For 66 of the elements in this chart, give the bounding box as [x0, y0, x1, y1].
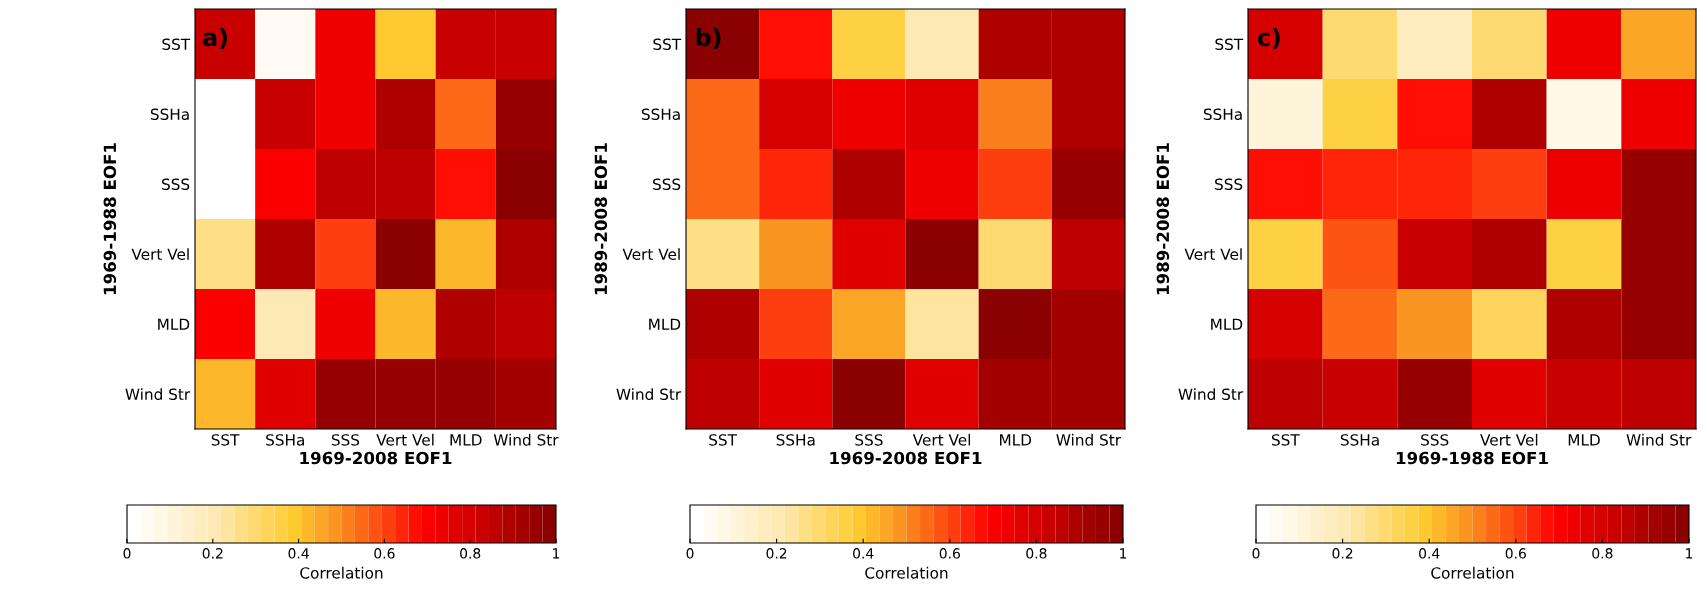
color-bar-label: 0.8	[1592, 548, 1613, 559]
annotation: c)	[1257, 27, 1280, 49]
x-tick-label: Vert Vel	[1480, 433, 1538, 446]
y-tick-label: MLD	[649, 318, 681, 330]
x-tick-label: Wind Str	[493, 433, 559, 446]
color-bar-label: 0.4	[1419, 548, 1440, 559]
y-tick-label: SSHa	[641, 108, 680, 121]
x-tick-label: SSHa	[776, 434, 815, 446]
color-bar-label: 0.6	[939, 548, 960, 559]
color-bar-label: 1	[1686, 548, 1693, 559]
y-tick-label: Wind Str	[616, 388, 682, 401]
color-bar-title: Correlation	[300, 566, 383, 579]
x-tick-label: SSHa	[1340, 434, 1379, 446]
x-tick-label: SSHa	[266, 434, 304, 446]
y-tick-label: MLD	[158, 318, 190, 330]
y-tick-label: Vert Vel	[131, 248, 189, 261]
color-bar-label: 0.6	[1505, 548, 1526, 559]
color-bar-label: 0	[123, 548, 131, 559]
y-axis-title: 1969-1988 EOF1	[103, 143, 117, 295]
x-axis-title: 1969-2008 EOF1	[300, 451, 452, 465]
x-tick-label: MLD	[1568, 434, 1600, 446]
y-tick-label: Wind Str	[125, 388, 191, 401]
color-bar-label: 1	[1120, 548, 1127, 559]
y-tick-label: SST	[653, 38, 682, 51]
color-bar-label: 0.2	[1332, 548, 1353, 559]
color-bar-label: 0	[686, 548, 694, 559]
color-bar-label: 0.2	[202, 548, 223, 559]
color-bar-label: 0.2	[766, 548, 787, 559]
x-tick-label: SST	[211, 434, 240, 446]
y-tick-label: MLD	[1211, 318, 1243, 330]
y-axis-title: 1989-2008 EOF1	[1156, 143, 1170, 295]
color-bar-title: Correlation	[865, 566, 948, 579]
annotation: a)	[203, 27, 227, 49]
x-tick-label: Vert Vel	[376, 433, 434, 446]
y-axis-title: 1989-2008 EOF1	[594, 143, 608, 295]
y-tick-label: SST	[1215, 38, 1244, 51]
y-tick-label: SST	[162, 38, 191, 51]
color-bar-label: 1	[553, 548, 560, 559]
x-tick-label: Vert Vel	[912, 433, 970, 446]
color-bar-label: 0.8	[460, 548, 481, 559]
color-bar-label: 0	[1252, 548, 1260, 559]
y-tick-label: SSHa	[1203, 108, 1242, 121]
color-bar-title: Correlation	[1431, 566, 1514, 579]
color-bar-label: 0.6	[374, 548, 395, 559]
x-tick-label: Wind Str	[1626, 433, 1692, 446]
x-tick-label: SSS	[855, 434, 883, 446]
x-tick-label: SSS	[331, 434, 360, 446]
y-tick-label: SSS	[653, 178, 681, 191]
annotation: b)	[696, 27, 721, 49]
x-axis-title: 1969-1988 EOF1	[1396, 451, 1548, 465]
y-tick-label: Vert Vel	[622, 248, 680, 261]
color-bar-label: 0.4	[853, 548, 874, 559]
x-tick-label: SST	[709, 434, 737, 446]
x-tick-label: MLD	[450, 434, 482, 446]
x-axis-title: 1969-2008 EOF1	[830, 451, 982, 465]
y-tick-label: SSHa	[150, 108, 189, 121]
y-tick-label: SSS	[1215, 178, 1243, 191]
y-tick-label: Wind Str	[1178, 388, 1244, 401]
x-tick-label: SSS	[1421, 434, 1449, 446]
x-tick-label: Wind Str	[1056, 433, 1122, 446]
y-tick-label: SSS	[162, 178, 190, 191]
x-tick-label: SST	[1271, 434, 1300, 446]
color-bar-label: 0.4	[288, 548, 309, 559]
x-tick-label: MLD	[1000, 434, 1032, 446]
y-tick-label: Vert Vel	[1184, 248, 1242, 261]
color-bar-label: 0.8	[1026, 548, 1047, 559]
